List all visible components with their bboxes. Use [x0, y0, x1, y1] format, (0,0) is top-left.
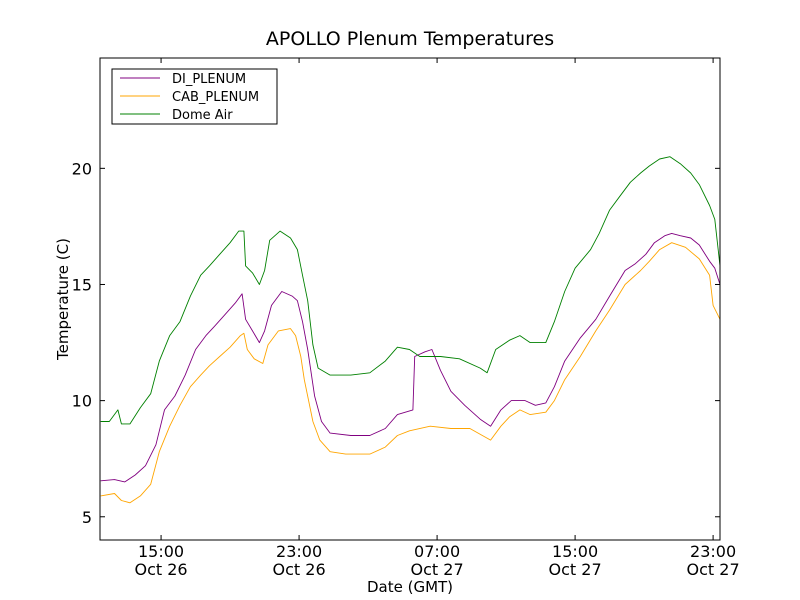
- series-line-dome-air: [100, 156, 721, 425]
- x-tick-label-date: Oct 26: [273, 560, 326, 579]
- y-axis-label: Temperature (C): [54, 238, 72, 361]
- y-tick-label: 20: [72, 159, 92, 178]
- x-tick-label-date: Oct 27: [411, 560, 464, 579]
- y-tick-label: 15: [72, 275, 92, 294]
- legend-label: Dome Air: [172, 108, 233, 123]
- x-tick-label-time: 15:00: [138, 542, 184, 561]
- y-tick-label: 5: [82, 508, 92, 527]
- x-tick-label-date: Oct 27: [687, 560, 740, 579]
- series-line-cab-plenum: [100, 242, 721, 504]
- legend: DI_PLENUM CAB_PLENUM Dome Air: [111, 68, 278, 125]
- x-axis-label: Date (GMT): [367, 578, 453, 596]
- plot-frame: [99, 57, 721, 541]
- series-line-di-plenum: [100, 232, 721, 483]
- chart-title: APOLLO Plenum Temperatures: [266, 28, 554, 50]
- x-tick-label-time: 23:00: [690, 542, 736, 561]
- x-tick-label-date: Oct 26: [135, 560, 188, 579]
- x-tick-label-time: 23:00: [276, 542, 322, 561]
- x-tick-label-time: 15:00: [552, 542, 598, 561]
- series-layer: [100, 156, 721, 504]
- x-tick-label-date: Oct 27: [549, 560, 602, 579]
- legend-label: DI_PLENUM: [172, 72, 246, 87]
- x-tick-label-time: 07:00: [414, 542, 460, 561]
- y-tick-label: 10: [72, 392, 92, 411]
- legend-label: CAB_PLENUM: [172, 90, 259, 105]
